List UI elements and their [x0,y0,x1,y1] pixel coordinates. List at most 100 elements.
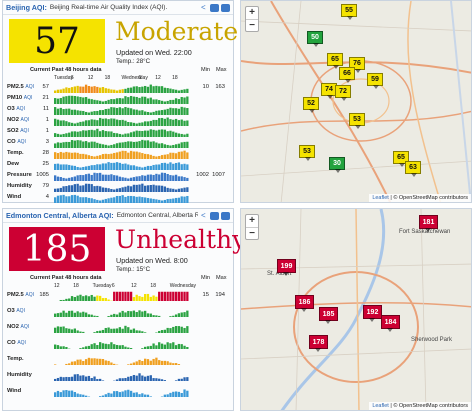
sparkline-bar [54,133,57,137]
sparkline-bar [141,393,144,397]
sparkline-bar [82,347,85,349]
sparkline-bar [93,199,96,203]
chat-icon[interactable] [221,211,230,220]
sparkline-bar [166,173,169,181]
sparkline-bar [82,311,85,317]
map-station-marker[interactable]: 66 [339,67,355,83]
sparkline-bar [104,394,107,397]
sparkline-bar [118,151,121,159]
map-station-marker[interactable]: 72 [335,85,351,101]
sparkline-bar [59,187,62,192]
sparkline-bar [118,291,121,301]
sparkline-bar [59,177,62,181]
map-station-marker[interactable]: 53 [299,145,315,161]
map-station-marker[interactable]: 65 [393,151,409,167]
sparkline-bar [163,101,166,104]
sparkline-bar [177,313,181,317]
zoom-out-button[interactable]: − [246,227,258,239]
sparkline-bar [118,378,121,381]
sparkline-bar [177,364,181,365]
sparkline-chart [54,172,189,181]
map-station-marker[interactable]: 53 [349,113,365,129]
map-station-marker[interactable]: 184 [381,315,400,332]
sparkline-bar [76,131,79,137]
sparkline-bar [152,378,155,381]
leaflet-link[interactable]: Leaflet [372,195,389,201]
map-station-marker[interactable]: 76 [349,57,365,73]
sparkline-bar [54,364,57,365]
sparkline-bar [155,296,158,301]
city-link[interactable]: Edmonton Central, Alberta AQI: [6,211,114,220]
sparkline-bar [96,199,99,203]
sparkline-bar [90,314,93,317]
sparkline-bar [127,347,130,349]
sparkline-bar [76,195,79,203]
temperature: Temp.: 15°C [116,266,151,273]
sparkline-bar [70,361,74,365]
map-station-marker[interactable]: 52 [303,97,319,113]
map-station-marker[interactable]: 192 [363,305,382,322]
zoom-in-button[interactable]: + [249,215,255,226]
sparkline-bar [56,98,60,104]
sparkline-bar [144,294,147,301]
sparkline-bar [104,187,107,192]
map-station-marker[interactable]: 181 [419,215,438,232]
map-station-marker[interactable]: 199 [277,259,296,276]
sparkline-bar [149,375,152,381]
sparkline-bar [54,344,57,349]
sparkline-bar [110,362,113,365]
map-station-marker[interactable]: 30 [329,157,345,173]
map-station-marker[interactable]: 50 [307,31,323,47]
calendar-icon[interactable] [210,3,219,12]
beijing-map[interactable]: + − 55 50 65 76 66 74 72 59 52 53 53 30 65 63 Leaflet… [240,0,472,203]
sparkline-bar [99,200,102,203]
sparkline-bar [96,164,99,170]
zoom-out-button[interactable]: − [246,19,258,31]
sparkline-bar [129,108,133,115]
chat-icon[interactable] [221,3,230,12]
beijing-row: Beijing AQI: Beijing Real-time Air Quali… [0,0,474,205]
sparkline-bar [166,154,169,159]
sparkline-bar [138,359,141,365]
share-icon[interactable]: < [201,2,206,12]
sparkline-bar [96,128,99,137]
calendar-icon[interactable] [210,211,219,220]
sparkline-bar [107,99,110,104]
sparkline-bar [82,130,85,137]
map-station-marker[interactable]: 186 [295,295,314,312]
map-station-marker[interactable]: 63 [405,161,421,177]
sparkline-bar [107,119,110,126]
sparkline-bar [62,326,65,333]
sparkline-bar [141,86,144,93]
sparkline-bar [87,86,91,93]
zoom-in-button[interactable]: + [249,7,255,18]
map-station-marker[interactable]: 59 [367,73,383,89]
sparkline-bar [183,196,186,203]
sparkline-bar [68,122,71,126]
leaflet-link[interactable]: Leaflet [372,403,389,409]
sparkline-bar [113,132,116,137]
sparkline-bar [177,378,181,381]
sparkline-bar [101,395,105,397]
sparkline-bar [138,310,141,317]
map-station-marker[interactable]: 74 [321,83,337,99]
share-icon[interactable]: < [201,210,206,220]
history-row: PM2.5 AQI 57 10 163 [3,82,233,93]
edmonton-map[interactable]: + − St. Albert Fort Saskatchewan Sherwoo… [240,208,472,411]
sparkline-bar [169,392,172,397]
sparkline-bar [54,392,57,397]
sparkline-bar [62,133,65,137]
map-station-marker[interactable]: 185 [319,307,338,324]
sparkline-bar [73,328,76,333]
history-caption: Current Past 48 hours data [30,275,102,281]
map-station-marker[interactable]: 178 [309,335,328,352]
day-label: Tuesday [54,75,73,81]
max-value: 163 [215,84,225,90]
sparkline-bar [70,376,74,381]
sparkline-bar [79,174,82,181]
sparkline-bar [169,175,172,181]
map-station-marker[interactable]: 65 [327,53,343,69]
city-link[interactable]: Beijing AQI: [6,3,47,12]
map-station-marker[interactable]: 55 [341,4,357,20]
sparkline-bar [160,360,164,365]
